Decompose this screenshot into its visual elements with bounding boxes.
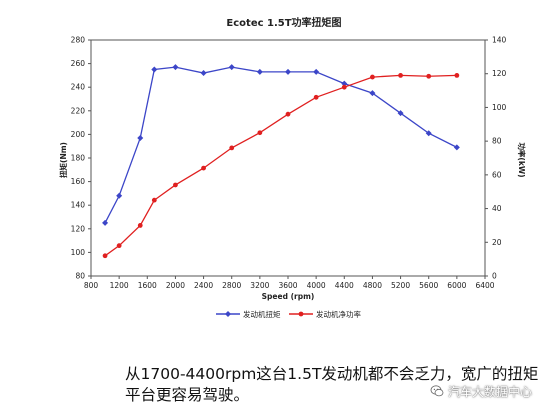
x-tick-label: 1600: [138, 281, 157, 290]
torque-point: [256, 68, 263, 75]
legend-item-power: 发动机净功率: [289, 309, 361, 319]
power-point: [137, 223, 143, 228]
wechat-icon: [430, 385, 444, 397]
torque-point: [116, 192, 123, 199]
legend-label-power: 发动机净功率: [316, 309, 361, 319]
power-point: [257, 130, 263, 136]
power-point: [201, 165, 206, 171]
caption: 从1700-4400rpm这台1.5T发动机都不会乏力，宽广的扭矩平台更容易驾驶…: [125, 365, 539, 404]
power-point: [313, 94, 319, 100]
watermark-text: 汽车大数据中心: [448, 384, 533, 399]
power-point: [370, 74, 375, 80]
x-tick-label: 2800: [222, 281, 241, 290]
power-point: [285, 111, 291, 117]
y-axis-right: 0 20 40 60 80 100 120 140: [485, 36, 507, 281]
power-point: [173, 182, 178, 188]
y-left-tick-label: 100: [71, 248, 86, 257]
x-tick-label: 3200: [250, 281, 269, 290]
y-right-tick-label: 60: [492, 170, 502, 179]
chart-title: Ecotec 1.5T功率扭矩图: [226, 16, 341, 29]
x-tick-label: 3600: [278, 281, 297, 290]
y-left-tick-label: 120: [71, 224, 86, 233]
torque-point: [172, 64, 179, 71]
series-layer: [102, 64, 460, 259]
x-tick-label: 4400: [335, 281, 354, 290]
x-tick-label: 1200: [110, 281, 129, 290]
y-axis-left: 80 100 120 140 160 180 200 220 240 260 280: [71, 36, 91, 281]
torque-point: [369, 90, 376, 97]
power-point: [116, 243, 122, 249]
x-tick-label: 5200: [391, 281, 410, 290]
y-axis-left-label: 扭矩(Nm): [58, 142, 68, 178]
y-left-tick-label: 280: [71, 36, 86, 45]
power-point: [398, 73, 403, 78]
torque-point: [425, 130, 432, 137]
power-point: [229, 145, 235, 151]
y-left-tick-label: 140: [71, 201, 86, 210]
power-point: [151, 197, 157, 203]
x-tick-label: 4000: [307, 281, 326, 290]
x-tick-label: 5600: [419, 281, 438, 290]
torque-point: [137, 134, 144, 141]
torque-point: [341, 80, 348, 87]
y-right-tick-label: 20: [492, 238, 502, 247]
torque-point: [397, 110, 404, 117]
power-point: [341, 84, 347, 90]
x-tick-label: 2000: [166, 281, 185, 290]
watermark: 汽车大数据中心: [430, 380, 532, 402]
torque-point: [200, 70, 207, 77]
x-tick-label: 2400: [194, 281, 213, 290]
torque-point: [285, 68, 291, 75]
torque-point: [151, 66, 158, 73]
legend-item-torque: 发动机扭矩: [216, 309, 281, 319]
y-left-tick-label: 200: [71, 130, 86, 139]
y-left-tick-label: 160: [71, 177, 86, 186]
y-left-tick-label: 80: [75, 272, 85, 281]
x-tick-label: 6000: [447, 281, 466, 290]
x-tick-label: 6400: [475, 281, 494, 290]
power-point: [426, 73, 432, 79]
power-point: [102, 253, 108, 259]
y-right-tick-label: 80: [492, 137, 502, 146]
y-left-tick-label: 260: [71, 59, 86, 68]
y-left-tick-label: 240: [71, 83, 86, 92]
torque-point: [228, 64, 235, 71]
x-axis: 800 1200 1600 2000 2400 2800 3200 3600 4000 4400 4…: [84, 276, 495, 290]
plot-area: [90, 39, 486, 277]
y-left-tick-label: 180: [71, 154, 86, 163]
torque-point: [453, 144, 460, 151]
legend-label-torque: 发动机扭矩: [243, 309, 281, 319]
y-axis-right-label: 功率(kW): [517, 142, 527, 177]
legend: 发动机扭矩 发动机净功率: [216, 309, 361, 319]
y-left-tick-label: 220: [71, 106, 86, 115]
y-right-tick-label: 120: [492, 69, 507, 78]
x-tick-label: 800: [84, 281, 99, 290]
y-right-tick-label: 100: [492, 103, 507, 112]
x-axis-label: Speed (rpm): [262, 292, 315, 301]
series-line-power: [104, 74, 457, 257]
y-right-tick-label: 140: [492, 36, 507, 45]
x-tick-label: 4800: [363, 281, 382, 290]
torque-point: [313, 68, 320, 75]
y-right-tick-label: 0: [492, 272, 497, 281]
series-line-torque: [104, 66, 458, 224]
y-right-tick-label: 40: [492, 204, 502, 213]
torque-point: [102, 219, 109, 226]
power-point: [454, 73, 460, 78]
chart: Ecotec 1.5T功率扭矩图 800 1200 1600 2000 2400 2800…: [58, 16, 527, 319]
